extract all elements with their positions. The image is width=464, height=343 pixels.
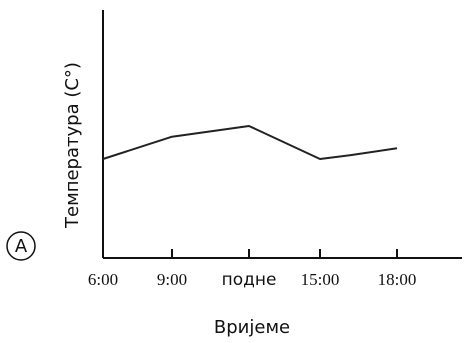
x-axis-tick-labels: 6:00 9:00 подне 15:00 18:00 <box>88 270 416 290</box>
panel-marker-circle <box>6 231 36 261</box>
y-axis: Температура (C°) <box>62 10 104 258</box>
x-axis-title: Вријеме <box>214 317 290 338</box>
x-tick-label-2: подне <box>222 270 277 290</box>
series-line-0 <box>102 125 398 160</box>
panel-marker-label: A <box>15 236 28 257</box>
x-axis-ticks <box>102 249 398 258</box>
panel-marker: A <box>6 231 36 261</box>
x-tick-label-0: 6:00 <box>88 270 118 289</box>
x-tick-label-4: 18:00 <box>378 270 417 289</box>
y-axis-title: Температура (C°) <box>62 62 83 229</box>
plot-area <box>102 125 398 160</box>
x-tick-label-3: 15:00 <box>301 270 340 289</box>
x-tick-label-1: 9:00 <box>157 270 187 289</box>
x-axis: 6:00 9:00 подне 15:00 18:00 Вријеме <box>88 249 462 338</box>
